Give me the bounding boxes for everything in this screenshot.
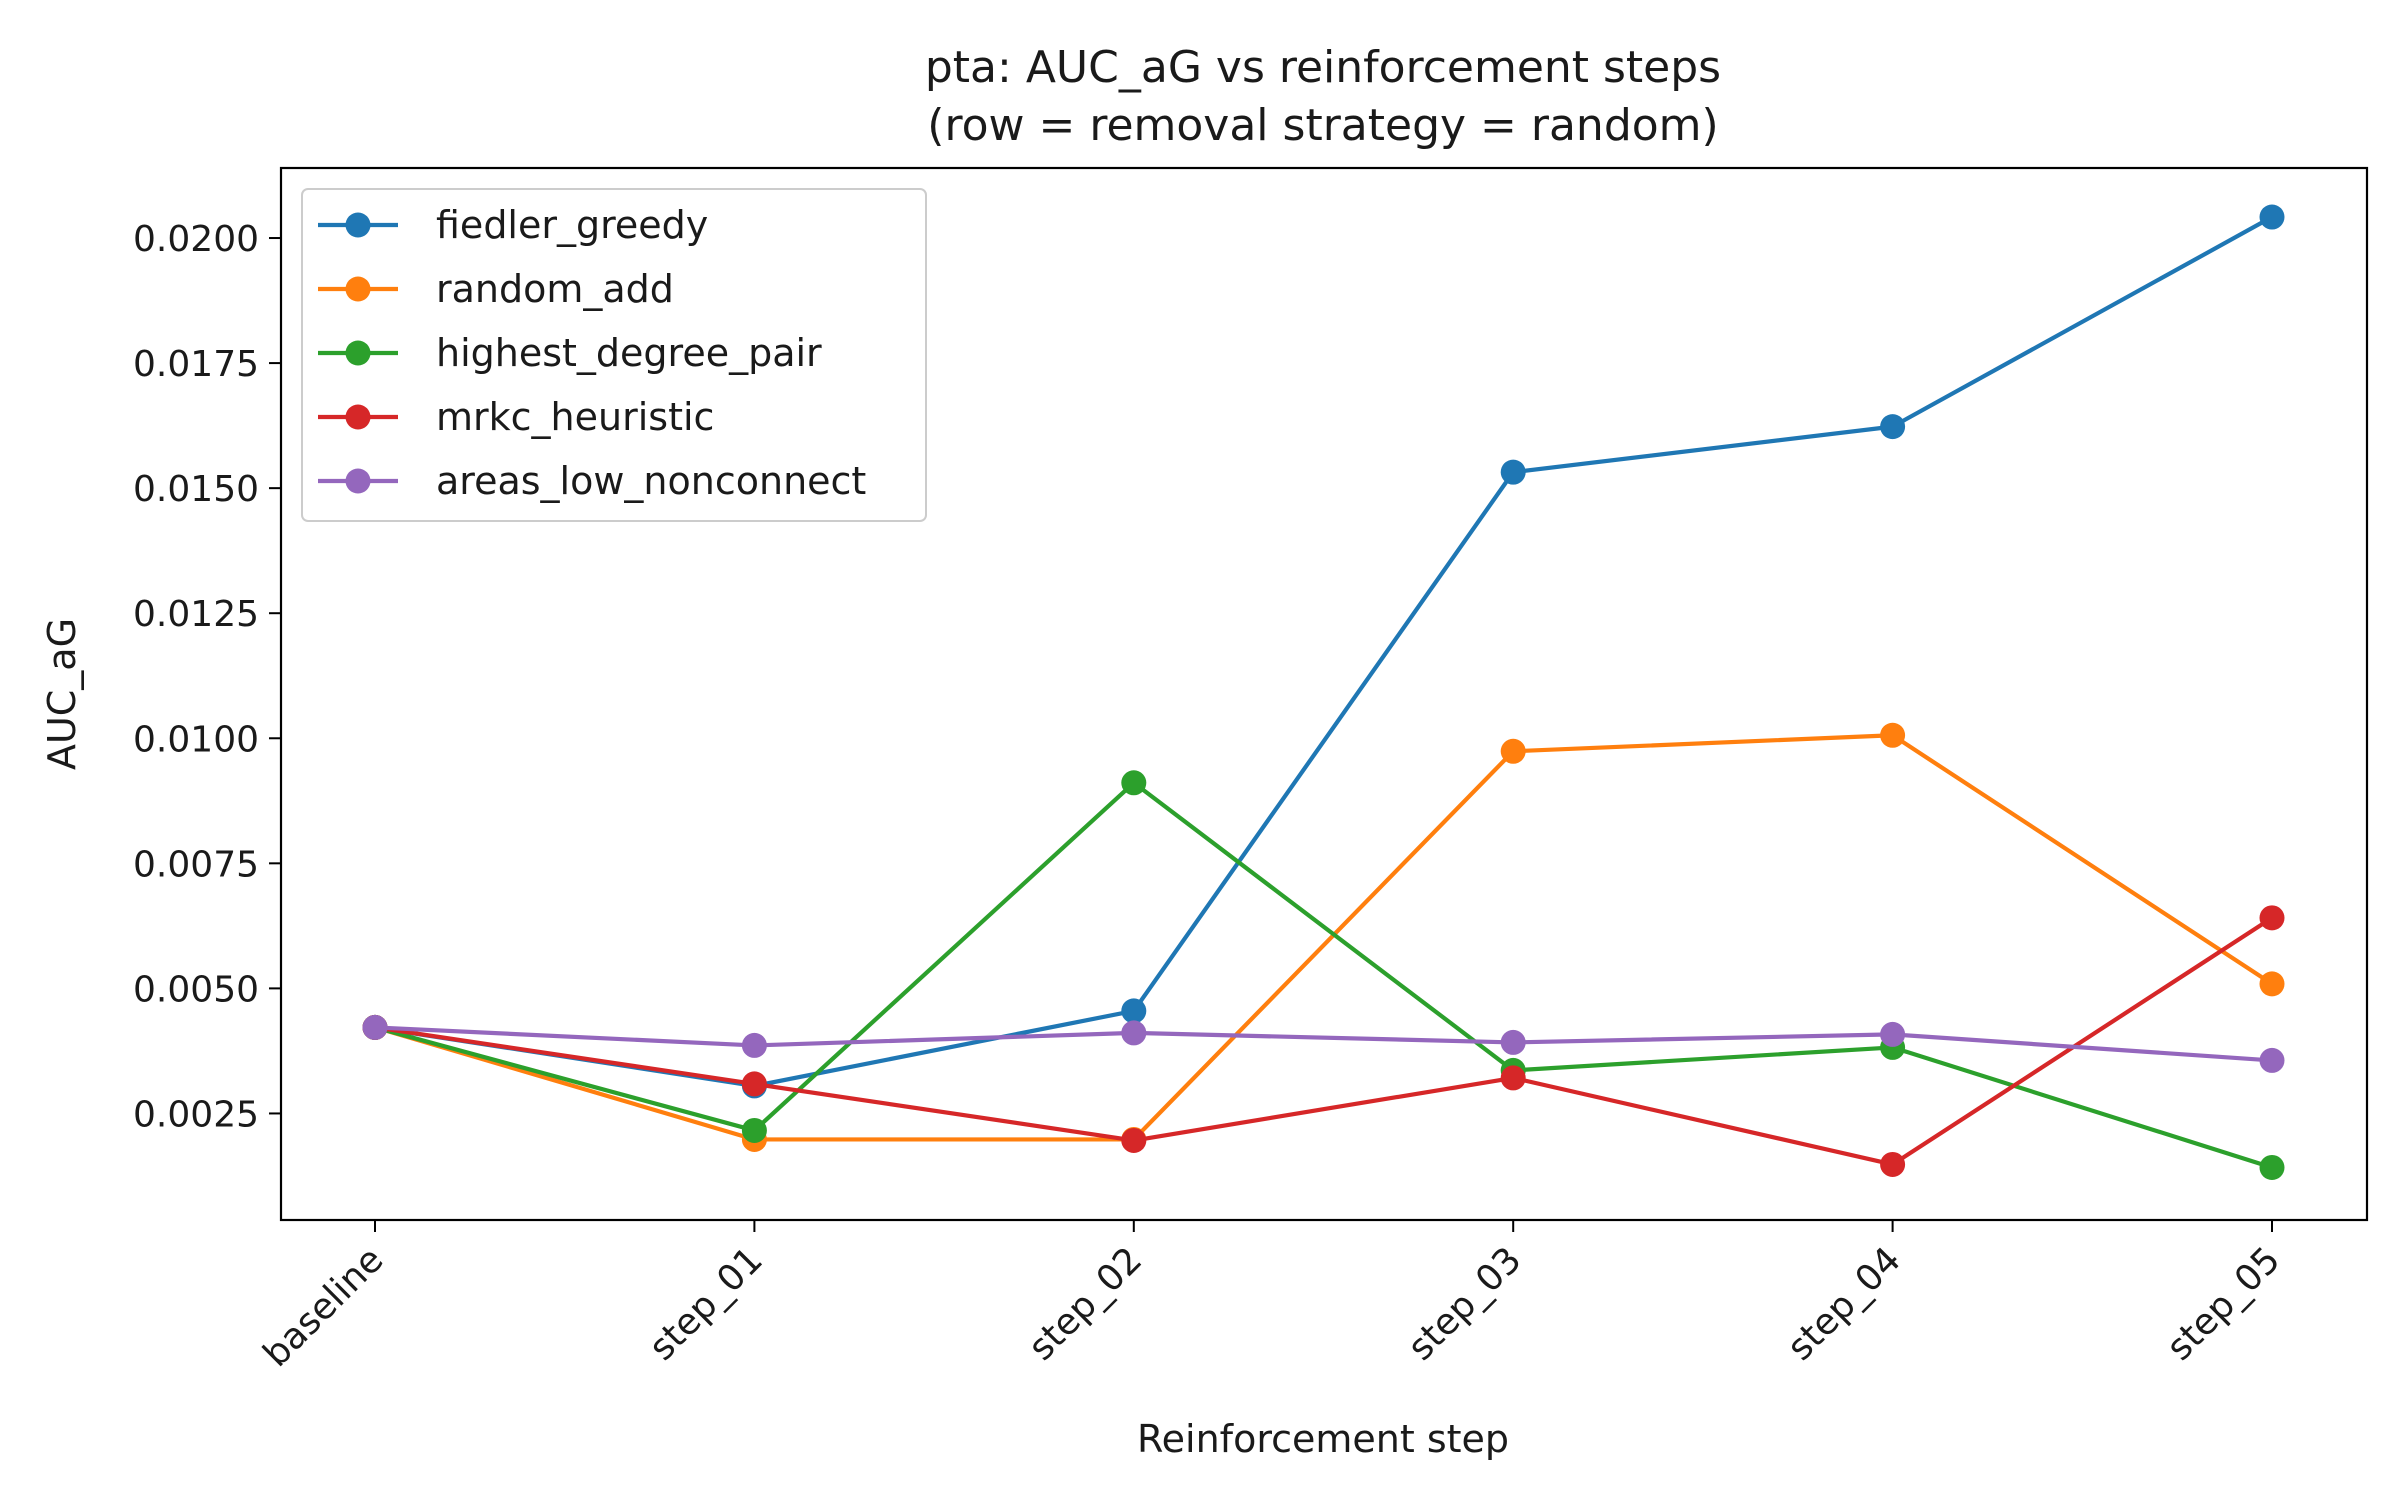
data-point [1880,414,1906,440]
legend-marker [345,212,371,238]
data-point [741,1071,767,1097]
data-point [2259,1154,2285,1180]
series-line [374,1025,2273,1063]
y-tick-label: 0.0200 [133,219,259,260]
y-tick-label: 0.0150 [133,469,259,510]
chart-subtitle: (row = removal strategy = random) [927,100,1718,151]
data-point [1500,459,1526,485]
legend: fiedler_greedy random_add highest_degree_p… [301,188,927,522]
y-axis: 0.0025 0.0050 0.0075 0.0100 0.0125 0.0150 0.01… [133,219,281,1135]
series-line [374,916,2274,1167]
legend-item: highest_degree_pair [318,331,822,375]
data-point [1500,1029,1526,1055]
y-axis-label: AUC_aG [40,618,84,770]
data-point [741,1117,767,1143]
legend-marker [345,468,371,494]
legend-item: mrkc_heuristic [318,395,714,439]
data-point [1880,1151,1906,1177]
plot-series [362,204,2285,1180]
legend-marker [345,340,371,366]
data-point [2259,905,2285,931]
y-tick-label: 0.0175 [133,344,259,385]
data-point [1121,1020,1147,1046]
legend-frame [301,188,927,522]
y-tick-label: 0.0050 [133,969,259,1010]
chart-title: pta: AUC_aG vs reinforcement steps [925,42,1721,93]
plot-area-frame [279,166,2369,1222]
data-point [1121,1127,1147,1153]
legend-label: highest_degree_pair [436,331,822,375]
data-point [2259,204,2285,230]
data-point [2259,1047,2285,1073]
data-point [1880,722,1906,748]
series-line [374,733,2274,1142]
y-tick-label: 0.0100 [133,719,259,760]
data-point [1500,1065,1526,1091]
data-point [1500,738,1526,764]
series-areas_low_nonconnect [362,1014,2285,1073]
data-point [1121,770,1147,796]
data-point [1121,998,1147,1024]
legend-item: areas_low_nonconnect [318,459,866,503]
legend-label: random_add [436,267,674,311]
data-point [741,1032,767,1058]
legend-item: random_add [318,267,674,311]
legend-marker [345,404,371,430]
x-axis-label: Reinforcement step [1137,1417,1509,1461]
data-point [362,1014,388,1040]
legend-marker [345,276,371,302]
legend-label: fiedler_greedy [436,203,708,247]
data-point [1880,1021,1906,1047]
legend-label: mrkc_heuristic [436,395,714,439]
legend-item: fiedler_greedy [318,203,708,247]
series-line [374,780,2273,1170]
legend-label: areas_low_nonconnect [436,459,866,503]
y-tick-label: 0.0075 [133,844,259,885]
y-tick-label: 0.0125 [133,594,259,635]
data-point [2259,971,2285,997]
y-tick-label: 0.0025 [133,1094,259,1135]
